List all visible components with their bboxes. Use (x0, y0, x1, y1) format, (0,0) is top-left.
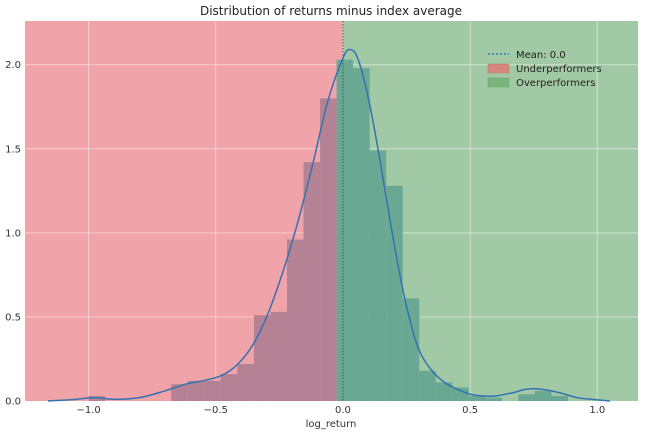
histogram-bar (534, 390, 552, 401)
legend: Mean: 0.0 Underperformers Overperformers (487, 50, 602, 89)
histogram-bar (468, 395, 486, 401)
x-tick-label: 1.0 (589, 405, 605, 416)
legend-underperformers-swatch (487, 63, 510, 74)
legend-overperformers-label: Overperformers (516, 78, 595, 89)
histogram-bar (303, 162, 321, 401)
x-tick-label: 0.5 (462, 405, 478, 416)
histogram-bar (336, 59, 354, 401)
legend-mean-label: Mean: 0.0 (516, 50, 566, 61)
histogram-bar (237, 364, 254, 401)
histogram-bar (485, 397, 502, 401)
histogram-bar (419, 370, 436, 401)
x-axis-label: log_return (306, 419, 357, 430)
legend-overperformers-swatch (487, 77, 510, 88)
x-tick-label: −0.5 (204, 405, 228, 416)
histogram-bar (286, 239, 304, 401)
plot-area: −1.0 −0.5 0.0 0.5 1.0 0.0 0.5 1.0 1.5 2.0 (5, 21, 638, 416)
histogram-bar (353, 68, 370, 401)
y-tick-label: 2.0 (5, 60, 21, 71)
y-tick-label: 1.0 (5, 228, 21, 239)
y-tick-label: 1.5 (5, 144, 21, 155)
legend-underperformers-label: Underperformers (516, 64, 602, 75)
histogram-bar (220, 374, 238, 401)
histogram-bar (435, 382, 453, 401)
histogram-bar (551, 395, 569, 401)
kde-curve (47, 48, 611, 402)
histogram-bar (320, 98, 337, 402)
histogram-bar (171, 384, 188, 401)
histogram-bar (452, 387, 469, 401)
histogram-bar (270, 311, 287, 401)
histogram-bar (187, 380, 205, 401)
y-tick-label: 0.5 (5, 312, 21, 323)
x-tick-label: −1.0 (76, 405, 100, 416)
y-tick-label: 0.0 (5, 397, 21, 408)
histogram-bar (204, 380, 221, 401)
histogram-bar (402, 298, 420, 401)
x-tick-label: 0.0 (335, 405, 351, 416)
chart-title: Distribution of returns minus index aver… (200, 4, 462, 18)
histogram-bar (386, 185, 403, 401)
histogram-bar (518, 394, 535, 401)
histogram-bar (369, 150, 387, 401)
